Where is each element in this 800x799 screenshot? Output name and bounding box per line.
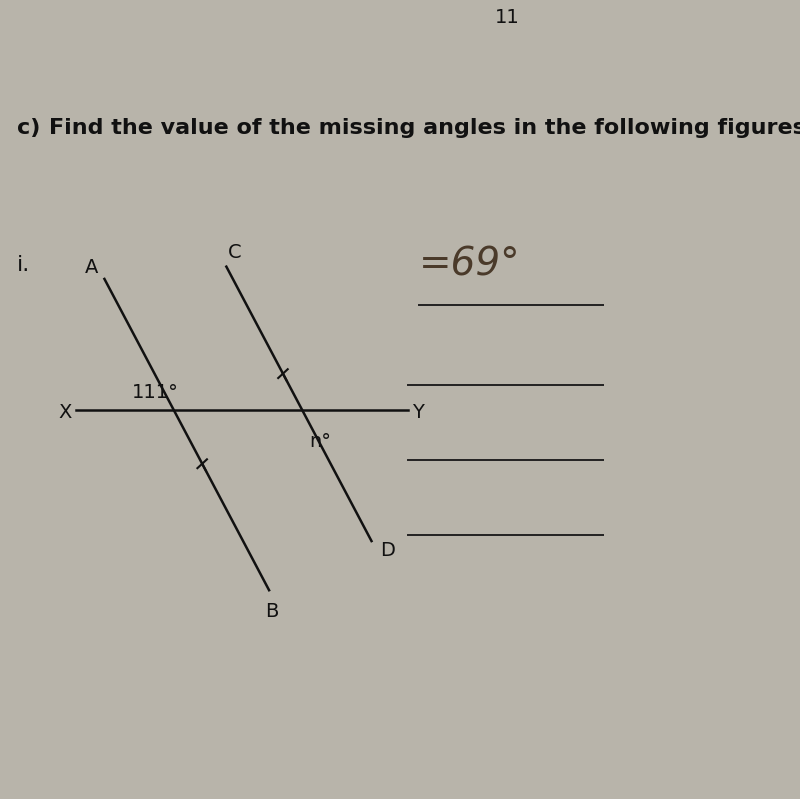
Text: B: B — [265, 602, 278, 621]
Text: D: D — [381, 541, 395, 560]
Text: Y: Y — [412, 403, 424, 423]
Text: Find the value of the missing angles in the following figures.: Find the value of the missing angles in … — [49, 118, 800, 138]
Text: i.: i. — [17, 255, 30, 275]
Text: =69°: =69° — [419, 245, 521, 283]
Text: 111°: 111° — [132, 383, 179, 402]
Text: n°: n° — [310, 432, 332, 451]
Text: A: A — [85, 258, 98, 277]
Text: c): c) — [17, 118, 40, 138]
Text: C: C — [228, 243, 242, 261]
Text: X: X — [58, 403, 72, 423]
Text: 11: 11 — [495, 8, 519, 27]
